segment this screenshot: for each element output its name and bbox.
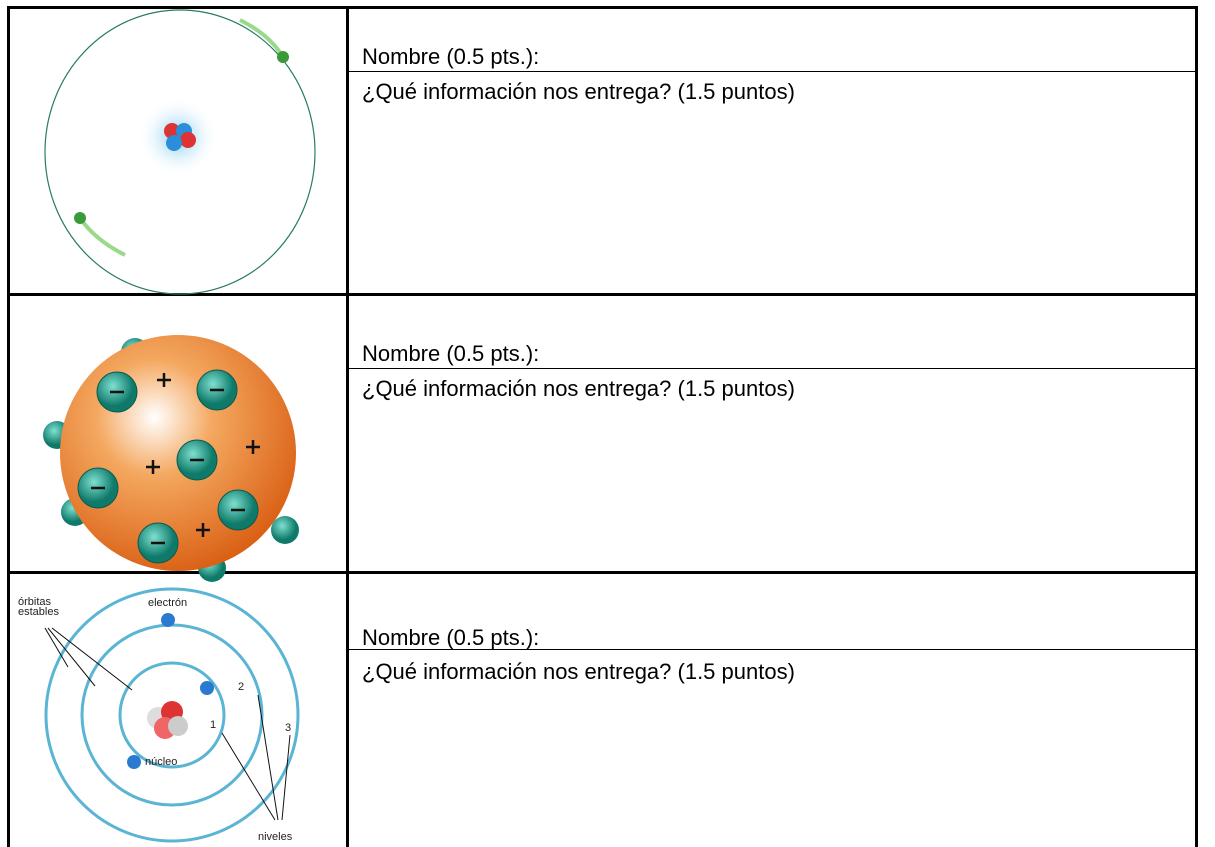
question: ¿Qué información nos entrega? (1.5 punto…: [362, 659, 795, 684]
label-levels: niveles: [258, 831, 293, 843]
label-line: órbitas: [18, 596, 52, 608]
name-label: Nombre (0.5 pts.):: [362, 341, 540, 366]
label-line: estables: [18, 606, 59, 618]
name-label: Nombre (0.5 pts.):: [362, 625, 540, 650]
border: [7, 293, 1198, 296]
thomson-model: [43, 335, 299, 582]
name-label: Nombre (0.5 pts.):: [362, 44, 540, 69]
label-level: 1: [210, 719, 216, 731]
border: [1195, 6, 1198, 847]
border: [7, 571, 1198, 574]
divider: [349, 368, 1195, 369]
border: [7, 6, 1198, 9]
label-level: 2: [238, 681, 244, 693]
label-orbits: órbitas estables: [18, 596, 59, 618]
label-level: 3: [285, 722, 291, 734]
divider: [349, 71, 1195, 72]
border: [346, 6, 349, 847]
question: ¿Qué información nos entrega? (1.5 punto…: [362, 376, 795, 401]
divider: [349, 649, 1195, 650]
illustrations: órbitas estables electrón núcleo 1 2 3 ni…: [18, 9, 316, 843]
question: ¿Qué información nos entrega? (1.5 punto…: [362, 79, 795, 104]
border: [7, 6, 10, 847]
label-nucleus: núcleo: [145, 756, 177, 768]
bohr-model: órbitas estables electrón núcleo 1 2 3 ni…: [18, 587, 300, 843]
rutherford-model: [44, 9, 316, 295]
label-electron: electrón: [148, 597, 187, 609]
